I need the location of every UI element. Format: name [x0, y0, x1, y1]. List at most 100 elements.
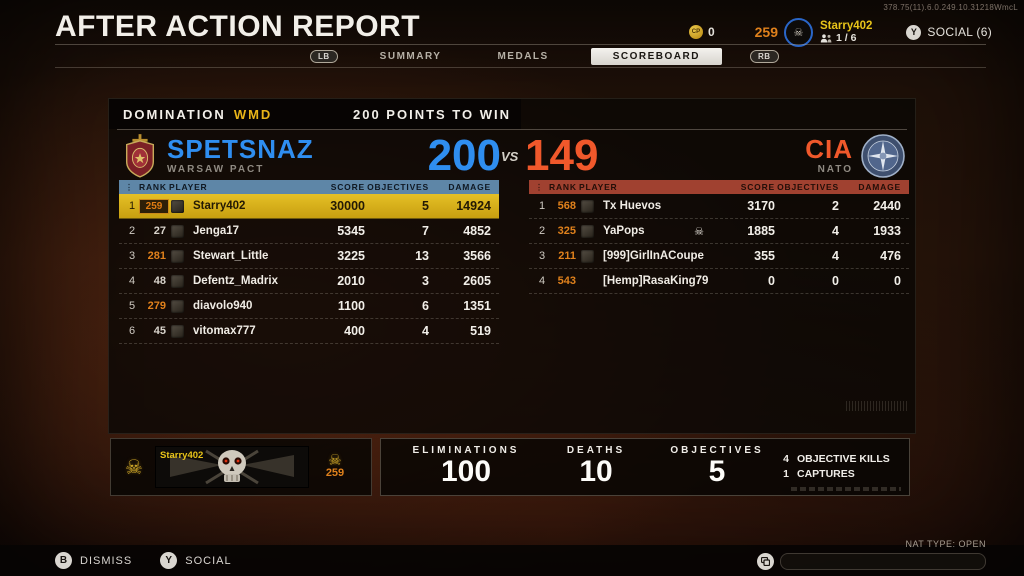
- score-cell: 1100: [337, 299, 365, 313]
- damage-cell: 2440: [873, 199, 901, 213]
- damage-cell: 0: [894, 274, 901, 288]
- col-objectives: OBJECTIVES: [777, 182, 839, 192]
- player-banner: Starry402: [155, 446, 309, 488]
- cia-seal-icon: [861, 133, 905, 178]
- barcode-decoration: [846, 401, 908, 411]
- table-row[interactable]: 6 45 vitomax777 400 4 519: [119, 319, 499, 344]
- table-row[interactable]: 1 259 Starry402 30000 5 14924: [119, 194, 499, 219]
- player-emblem-icon: [581, 199, 594, 213]
- build-id-text: 378.75(11).6.0.249.10.31218WmcL: [883, 3, 1018, 12]
- stat-label: DEATHS: [566, 445, 626, 456]
- damage-cell: 519: [470, 324, 491, 338]
- objectives-cell: 4: [832, 224, 839, 238]
- left-bumper-button[interactable]: LB: [310, 49, 338, 63]
- hud-player-info: CP 0 259 ☠ Starry402 1 / 6 Y SOCIAL (6): [688, 17, 992, 47]
- table-row[interactable]: 2 27 Jenga17 5345 7 4852: [119, 219, 499, 244]
- col-score: SCORE: [740, 182, 775, 192]
- player-name-text: YaPops: [603, 225, 645, 237]
- objective-breakdown: 4 OBJECTIVE KILLS 1 CAPTURES: [779, 452, 903, 482]
- extra-stat-row: 1 CAPTURES: [779, 467, 903, 482]
- chat-icon[interactable]: [757, 553, 774, 570]
- card-level-block: ☠ 259: [315, 452, 355, 480]
- player-name-text: Defentz_Madrix: [193, 275, 278, 287]
- nat-type-status: NAT TYPE: OPEN: [905, 539, 986, 549]
- player-name-text: [999]GirlInACoupe: [603, 250, 704, 262]
- table-row[interactable]: 2 325 YaPops ☠ 1885 4 1933: [529, 219, 909, 244]
- stat-label: OBJECTIVES: [670, 445, 764, 456]
- game-mode: DOMINATION: [123, 106, 226, 122]
- table-row[interactable]: 3 211 [999]GirlInACoupe 355 4 476: [529, 244, 909, 269]
- row-position: 2: [128, 225, 136, 237]
- damage-cell: 3566: [463, 249, 491, 263]
- player-calling-card[interactable]: ☠ Starry402 ☠ 259: [110, 438, 372, 496]
- col-objectives: OBJECTIVES: [367, 182, 429, 192]
- player-level: 259: [754, 24, 778, 40]
- card-player-level: 259: [325, 467, 345, 479]
- chat-input[interactable]: [780, 553, 986, 570]
- table-row[interactable]: 4 48 Defentz_Madrix 2010 3 2605: [119, 269, 499, 294]
- tab-summary[interactable]: SUMMARY: [379, 50, 442, 62]
- player-name: Defentz_Madrix: [189, 275, 299, 287]
- player-name: Jenga17: [189, 225, 299, 237]
- col-rank: RANK: [139, 182, 167, 192]
- player-identity: Starry402 1 / 6: [820, 20, 872, 44]
- player-rank: 325: [557, 225, 576, 237]
- player-name: diavolo940: [189, 300, 299, 312]
- team-header-cia: 149 CIA NATO: [525, 132, 905, 179]
- damage-cell: 2605: [463, 274, 491, 288]
- player-emblem-icon: [171, 274, 184, 288]
- player-name: Starry402: [819, 20, 873, 32]
- player-name-text: Stewart_Little: [193, 250, 269, 262]
- stat-deaths: DEATHS 10: [531, 445, 661, 488]
- skull-emblem-icon: ☠: [793, 26, 804, 39]
- player-rank: 568: [557, 200, 576, 212]
- player-emblem-icon: [171, 199, 184, 213]
- tab-medals[interactable]: MEDALS: [497, 50, 549, 62]
- extra-label: CAPTURES: [797, 468, 855, 480]
- row-position: 3: [128, 250, 136, 262]
- social-button-footer[interactable]: Y SOCIAL: [160, 552, 231, 569]
- col-player: PLAYER: [579, 182, 618, 192]
- score-cell: 3170: [747, 199, 775, 213]
- score-cell: 0: [768, 274, 775, 288]
- table-header: ⋮ RANK PLAYER SCORE OBJECTIVES DAMAGE: [119, 180, 499, 194]
- dismiss-label: DISMISS: [80, 554, 133, 567]
- objectives-cell: 7: [422, 224, 429, 238]
- col-damage: DAMAGE: [448, 182, 491, 192]
- player-avatar[interactable]: ☠: [783, 17, 813, 47]
- cp-coin-icon: CP: [688, 25, 703, 39]
- stat-objectives: OBJECTIVES 5: [647, 445, 787, 488]
- stat-value: 5: [708, 455, 726, 488]
- player-rank: 211: [558, 250, 576, 262]
- team-faction: WARSAW PACT: [167, 164, 265, 175]
- player-name-text: vitomax777: [193, 325, 256, 337]
- team-left-table: ⋮ RANK PLAYER SCORE OBJECTIVES DAMAGE 1 …: [119, 180, 499, 344]
- skull-crossbones-emblem-icon: ☠: [328, 452, 342, 469]
- player-rank: 27: [153, 225, 166, 237]
- player-rank: 281: [147, 250, 166, 262]
- tab-scoreboard[interactable]: SCOREBOARD: [590, 47, 722, 65]
- row-position: 6: [128, 325, 136, 337]
- row-position: 4: [128, 275, 136, 287]
- table-row[interactable]: 4 543 [Hemp]RasaKing79 0 0 0: [529, 269, 909, 294]
- player-rank: 543: [557, 275, 576, 287]
- sort-icon: ⋮: [125, 182, 134, 192]
- skull-crossbones-emblem-icon: ☠: [125, 456, 143, 479]
- table-row[interactable]: 3 281 Stewart_Little 3225 13 3566: [119, 244, 499, 269]
- stat-label: ELIMINATIONS: [412, 445, 520, 456]
- table-row[interactable]: 1 568 Tx Huevos 3170 2 2440: [529, 194, 909, 219]
- y-button-icon: Y: [160, 552, 178, 569]
- player-name-text: Jenga17: [193, 225, 240, 237]
- col-player: PLAYER: [169, 182, 208, 192]
- social-button[interactable]: Y SOCIAL (6): [906, 24, 992, 40]
- team-score: 200: [427, 130, 501, 180]
- dismiss-button[interactable]: B DISMISS: [55, 552, 132, 569]
- extra-label: OBJECTIVE KILLS: [797, 453, 890, 465]
- right-bumper-button[interactable]: RB: [749, 49, 779, 63]
- match-stats-box: ELIMINATIONS 100 DEATHS 10 OBJECTIVES 5 …: [380, 438, 910, 496]
- table-row[interactable]: 5 279 diavolo940 1100 6 1351: [119, 294, 499, 319]
- score-cell: 400: [344, 324, 365, 338]
- team-header-spetsnaz: SPETSNAZ WARSAW PACT 200: [121, 132, 501, 179]
- y-button-icon: Y: [906, 24, 922, 40]
- player-name: [999]GirlInACoupe: [599, 250, 709, 262]
